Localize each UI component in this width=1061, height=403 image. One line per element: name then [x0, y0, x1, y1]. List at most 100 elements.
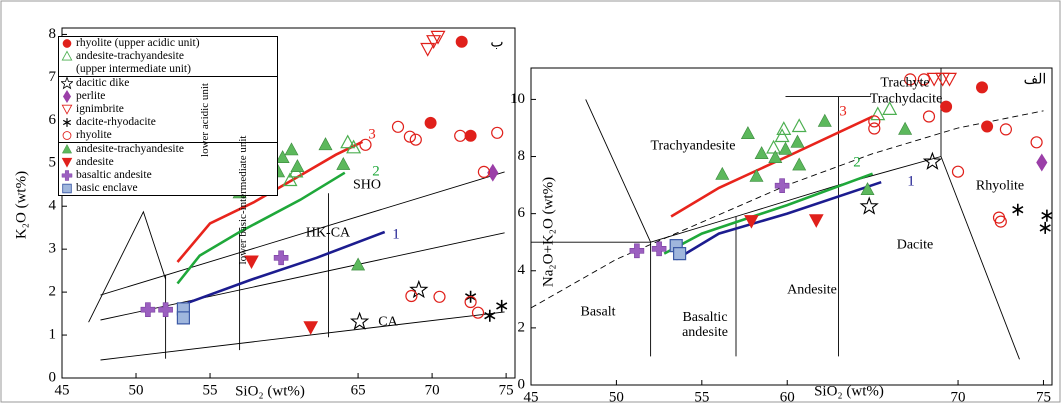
- x-tick-label: 55: [203, 382, 218, 398]
- boundary-line: [100, 171, 505, 296]
- boundary-line: [88, 210, 167, 323]
- data-point: [792, 157, 807, 171]
- data-point: [951, 165, 965, 178]
- legend-item: dacitic dike: [59, 76, 277, 90]
- data-point: [926, 72, 942, 87]
- data-point: [776, 121, 792, 135]
- y-axis-label: K₂O (wt%): [13, 171, 29, 239]
- x-axis-label: SiO₂ (wt%): [235, 383, 305, 399]
- data-point: [1030, 136, 1043, 149]
- legend-group-label: lower acidic unit: [199, 83, 211, 157]
- data-point: [290, 159, 305, 172]
- x-tick-label: 60: [780, 389, 795, 403]
- y-tick-label: 4: [49, 198, 57, 214]
- data-point: [935, 72, 951, 87]
- data-point: [244, 255, 259, 270]
- y-tick-label: 6: [518, 205, 526, 221]
- x-tick-label: 50: [609, 389, 624, 403]
- legend-symbol: [61, 170, 73, 181]
- data-point: [405, 289, 418, 303]
- y-tick-label: 8: [49, 26, 57, 42]
- data-point: [409, 279, 429, 299]
- data-point: [430, 30, 446, 45]
- y-tick-label: 0: [49, 369, 57, 385]
- data-point: [409, 133, 422, 146]
- boundary-line: [650, 156, 942, 243]
- data-point: [790, 134, 805, 148]
- legend-symbol: [62, 90, 72, 103]
- legend-item: basic enclave: [59, 182, 277, 195]
- data-point: [433, 290, 446, 303]
- y-axis-label: Na₂O+K₂O (wt%): [540, 177, 556, 287]
- trend-label: 3: [368, 126, 376, 142]
- legend-marker: [61, 50, 73, 61]
- data-point: [860, 182, 875, 195]
- data-point: [904, 73, 917, 86]
- data-point: [1036, 153, 1048, 172]
- legend-item: dacite-rhyodacite: [59, 116, 277, 129]
- trend-label: 1: [907, 173, 915, 189]
- data-point: [140, 302, 156, 318]
- y-tick-label: 7: [49, 69, 57, 85]
- data-point: [275, 150, 290, 163]
- data-point: [1039, 221, 1051, 234]
- trend-label: 1: [392, 226, 400, 242]
- annotation: SHO: [352, 177, 382, 193]
- data-point: [176, 311, 190, 325]
- data-point: [391, 120, 405, 133]
- x-tick-label: 75: [1036, 389, 1051, 403]
- data-point: [282, 172, 298, 187]
- data-point: [477, 165, 490, 178]
- data-point: [808, 214, 824, 228]
- data-point: [898, 121, 913, 135]
- trend-line: [670, 115, 874, 218]
- data-point: [715, 166, 730, 180]
- y-tick-label: 3: [49, 241, 57, 257]
- legend-marker: [62, 183, 72, 194]
- data-point: [999, 123, 1013, 136]
- data-point: [672, 247, 687, 261]
- annotation: Dacite: [896, 237, 934, 253]
- y-tick-label: 0: [518, 376, 526, 392]
- data-point: [749, 168, 764, 182]
- data-point: [922, 110, 936, 123]
- data-point: [768, 150, 783, 163]
- annotation: Trachyandesite: [650, 138, 736, 154]
- data-point: [766, 139, 782, 154]
- data-point: [754, 146, 769, 159]
- legend-symbol: [61, 157, 73, 168]
- data-point: [1041, 209, 1053, 222]
- annotation: CA: [378, 314, 398, 330]
- boundary-line: [940, 156, 1020, 360]
- legend-item: ignimbrite: [59, 103, 277, 116]
- legend-label: andesite-trachyandesite: [76, 143, 184, 155]
- data-point: [318, 137, 333, 151]
- legend-symbol: [61, 77, 73, 90]
- annotation: HK-CA: [305, 225, 351, 241]
- data-point: [868, 122, 881, 135]
- annotation: ب: [490, 35, 504, 51]
- y-tick-label: 2: [518, 319, 526, 335]
- data-point: [340, 134, 356, 149]
- legend-marker: [61, 144, 73, 154]
- x-tick-label: 65: [351, 382, 366, 398]
- x-tick-label: 75: [499, 382, 514, 398]
- boundary-line: [100, 311, 505, 361]
- boundary-line: [585, 99, 652, 243]
- data-point: [484, 309, 496, 322]
- legend-item: basaltic andesite: [59, 169, 277, 182]
- data-point: [740, 126, 755, 139]
- annotation: Trachydacite: [869, 91, 943, 107]
- legend-marker: [61, 104, 73, 115]
- data-point: [774, 128, 790, 143]
- legend-symbol: [61, 144, 73, 154]
- data-point: [420, 42, 436, 57]
- data-point: [941, 72, 958, 87]
- data-point: [158, 302, 173, 318]
- y-tick-label: 2: [49, 284, 57, 300]
- legend-symbol: [61, 104, 73, 115]
- data-point: [346, 139, 362, 154]
- legend-symbol: [61, 50, 73, 61]
